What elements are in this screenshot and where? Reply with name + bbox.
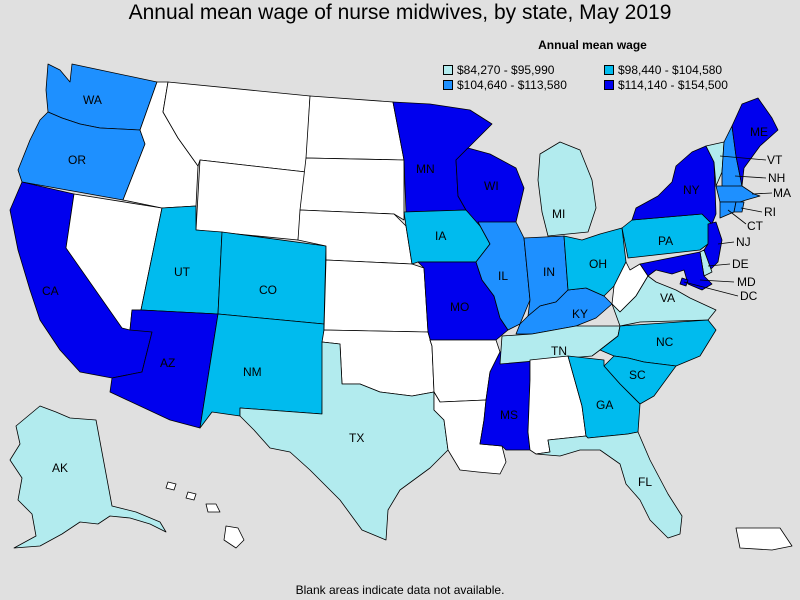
legend-item-tier4: $114,140 - $154,500 bbox=[604, 78, 728, 92]
label-AK: AK bbox=[52, 461, 68, 475]
legend-item-tier1: $84,270 - $95,990 bbox=[443, 63, 554, 77]
label-KY: KY bbox=[572, 307, 588, 321]
state-RI[interactable] bbox=[733, 201, 745, 213]
state-WI[interactable] bbox=[455, 147, 525, 227]
label-CA: CA bbox=[42, 284, 59, 298]
state-VT[interactable] bbox=[705, 141, 725, 187]
label-TN: TN bbox=[551, 344, 567, 358]
legend-swatch-tier1 bbox=[443, 65, 453, 75]
leader-MD bbox=[699, 279, 735, 283]
state-ME[interactable] bbox=[731, 97, 779, 187]
label-AZ: AZ bbox=[160, 356, 175, 370]
label-CT: CT bbox=[747, 219, 764, 233]
label-VT: VT bbox=[767, 153, 783, 167]
footnote: Blank areas indicate data not available. bbox=[295, 583, 505, 597]
label-WA: WA bbox=[83, 93, 102, 107]
label-MA: MA bbox=[773, 186, 791, 200]
legend-label-tier3: $104,640 - $113,580 bbox=[457, 78, 567, 92]
state-CO[interactable] bbox=[217, 231, 327, 325]
label-VA: VA bbox=[660, 291, 675, 305]
legend-title: Annual mean wage bbox=[538, 38, 647, 52]
state-SD[interactable] bbox=[299, 157, 405, 221]
leader-CT bbox=[727, 209, 747, 225]
label-NM: NM bbox=[243, 365, 262, 379]
label-ME: ME bbox=[750, 125, 768, 139]
label-DE: DE bbox=[732, 257, 749, 271]
state-MD[interactable] bbox=[639, 251, 713, 291]
state-KS[interactable] bbox=[323, 259, 429, 333]
label-PA: PA bbox=[658, 234, 673, 248]
label-MN: MN bbox=[416, 162, 435, 176]
state-ND[interactable] bbox=[305, 95, 405, 161]
legend-swatch-tier4 bbox=[604, 80, 614, 90]
label-GA: GA bbox=[596, 398, 613, 412]
map-title: Annual mean wage of nurse midwives, by s… bbox=[128, 1, 672, 24]
leader-RI bbox=[740, 207, 763, 213]
legend-item-tier2: $98,440 - $104,580 bbox=[604, 63, 722, 77]
label-MI: MI bbox=[552, 207, 565, 221]
state-NJ[interactable] bbox=[703, 221, 723, 271]
state-HI-kauai[interactable] bbox=[165, 481, 177, 491]
label-FL: FL bbox=[638, 475, 652, 489]
label-RI: RI bbox=[764, 205, 776, 219]
label-NC: NC bbox=[656, 335, 674, 349]
leader-MA bbox=[751, 192, 773, 195]
state-HI[interactable] bbox=[223, 525, 245, 549]
label-SC: SC bbox=[629, 368, 646, 382]
label-MD: MD bbox=[737, 275, 756, 289]
label-OH: OH bbox=[589, 257, 607, 271]
label-MO: MO bbox=[450, 300, 469, 314]
label-IN: IN bbox=[543, 265, 555, 279]
leader-DC bbox=[683, 281, 739, 297]
label-NH: NH bbox=[768, 171, 785, 185]
label-DC: DC bbox=[740, 289, 758, 303]
state-FL[interactable] bbox=[535, 431, 683, 539]
legend-item-tier3: $104,640 - $113,580 bbox=[443, 78, 567, 92]
label-OR: OR bbox=[68, 153, 86, 167]
state-AK[interactable] bbox=[9, 405, 167, 549]
state-NY[interactable] bbox=[631, 145, 717, 225]
label-TX: TX bbox=[349, 431, 364, 445]
legend-swatch-tier2 bbox=[604, 65, 614, 75]
label-UT: UT bbox=[174, 265, 191, 279]
label-NY: NY bbox=[683, 183, 700, 197]
label-NJ: NJ bbox=[736, 235, 751, 249]
state-HI-oahu[interactable] bbox=[185, 491, 197, 501]
state-HI-maui[interactable] bbox=[205, 503, 221, 513]
state-VA[interactable] bbox=[611, 275, 717, 327]
legend-swatch-tier3 bbox=[443, 80, 453, 90]
legend-label-tier4: $114,140 - $154,500 bbox=[618, 78, 728, 92]
territory-PR[interactable] bbox=[735, 527, 793, 551]
state-MI[interactable] bbox=[537, 141, 597, 237]
label-MS: MS bbox=[500, 408, 518, 422]
leader-DE bbox=[707, 263, 731, 267]
label-WI: WI bbox=[484, 179, 499, 193]
legend-label-tier1: $84,270 - $95,990 bbox=[457, 63, 555, 77]
label-IL: IL bbox=[498, 269, 508, 283]
state-WY[interactable] bbox=[195, 159, 307, 241]
state-IL[interactable] bbox=[475, 221, 531, 331]
legend-label-tier2: $98,440 - $104,580 bbox=[618, 63, 723, 77]
label-IA: IA bbox=[435, 229, 446, 243]
leader-NH bbox=[734, 175, 767, 179]
leader-NJ bbox=[717, 241, 735, 245]
label-CO: CO bbox=[259, 283, 277, 297]
leader-VT bbox=[719, 155, 767, 161]
state-TX[interactable] bbox=[239, 341, 449, 541]
